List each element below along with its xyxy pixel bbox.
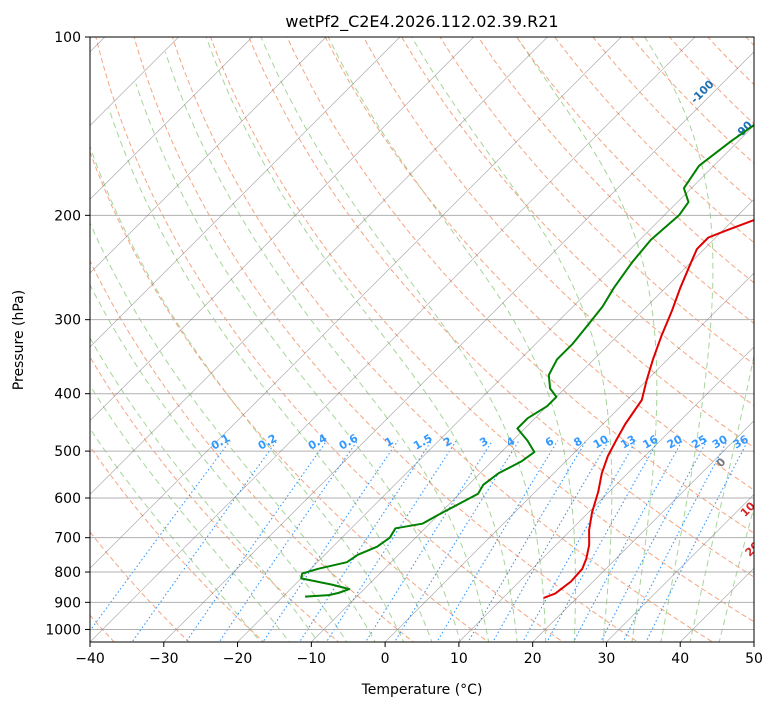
x-tick-label: −30	[149, 651, 179, 667]
mixing-ratio-line	[492, 440, 610, 642]
moist-adiabat-label: 30	[752, 573, 772, 593]
dry-adiabat	[95, 37, 564, 642]
dry-adiabat	[210, 37, 754, 623]
plot-frame	[89, 36, 755, 643]
isotherm-line	[606, 494, 754, 642]
moist-adiabat-label: 20	[743, 539, 763, 559]
isotherm-gridlines	[90, 37, 754, 642]
isotherm-line	[90, 37, 696, 642]
isotherm-line	[90, 37, 622, 569]
mixing-ratio-line	[325, 440, 457, 642]
temperature-profile-line	[543, 218, 754, 599]
axis-ticks: −40 −30 −20 −10 0 10 20 30 40 50 100 200 300 400 500 60…	[45, 30, 763, 667]
moist-adiabat	[327, 37, 576, 642]
chart-title: wetPf2_C2E4.2026.112.02.39.R21	[285, 12, 558, 32]
mixing-ratio-line	[436, 440, 559, 642]
x-tick-label: 0	[381, 651, 390, 667]
y-tick-label: 900	[54, 595, 81, 611]
isotherm-line	[90, 37, 327, 274]
moist-adiabat	[718, 505, 754, 642]
x-tick-label: −40	[75, 651, 105, 667]
y-tick-label: 400	[54, 387, 81, 403]
y-tick-label: 600	[54, 491, 81, 507]
x-tick-label: −10	[297, 651, 327, 667]
mixing-ratio-line	[546, 440, 659, 642]
moist-adiabat	[90, 145, 405, 642]
moist-adiabat	[90, 221, 376, 642]
mixing-ratio-line	[131, 440, 278, 642]
isotherm-line	[532, 420, 754, 642]
x-tick-label: 50	[745, 651, 763, 667]
y-tick-label: 500	[54, 444, 81, 460]
dewpoint-profile-line	[300, 123, 754, 598]
dry-adiabat	[362, 37, 754, 449]
isotherm-line	[90, 37, 474, 422]
isotherm-line	[384, 272, 754, 642]
isotherm-line	[311, 198, 754, 642]
mixing-ratio-line	[645, 440, 749, 642]
mixing-ratio-line	[599, 440, 708, 642]
mixing-ratio-line	[365, 440, 493, 642]
y-tick-label: 800	[54, 565, 81, 581]
dry-adiabat	[477, 37, 754, 324]
moist-adiabat	[164, 51, 490, 642]
isotherm-line	[237, 125, 754, 642]
y-tick-label: 200	[54, 208, 81, 224]
mixing-ratio-line	[298, 440, 433, 642]
x-axis-label: Temperature (°C)	[361, 682, 483, 698]
mixing-ratio-line	[572, 440, 683, 642]
moist-adiabat	[411, 37, 613, 642]
y-tick-label: 100	[54, 30, 81, 46]
dry-adiabat	[248, 37, 754, 578]
x-tick-label: 10	[450, 651, 468, 667]
mixing-ratio-line	[522, 440, 637, 642]
dry-adiabat	[630, 37, 754, 164]
x-tick-label: −20	[223, 651, 253, 667]
y-axis-label: Pressure (hPa)	[11, 290, 27, 390]
isotherm-line	[458, 346, 754, 642]
moist-adiabat	[516, 37, 658, 642]
moist-adiabat	[90, 427, 262, 642]
moist-adiabat	[108, 108, 433, 642]
mixing-ratio-line	[262, 440, 399, 642]
mixing-ratio-line	[90, 440, 231, 632]
dry-adiabat	[90, 531, 190, 642]
moist-adiabat	[260, 37, 547, 642]
dry-adiabat	[133, 37, 639, 642]
dry-adiabat	[401, 37, 754, 407]
isotherm-line	[90, 37, 401, 348]
mixing-ratio-lines	[90, 440, 749, 642]
mixing-ratio-line	[622, 440, 728, 642]
dry-adiabat	[90, 356, 340, 642]
moist-adiabat	[90, 283, 348, 642]
x-tick-label: 30	[598, 651, 616, 667]
dry-adiabat	[286, 37, 754, 534]
series-lines	[300, 123, 754, 599]
isotherm-line	[90, 37, 253, 200]
moist-adiabat	[644, 37, 714, 642]
y-tick-label: 700	[54, 531, 81, 547]
isotherm-line	[90, 37, 548, 495]
dry-adiabat	[90, 259, 415, 642]
moist-adiabat	[135, 83, 461, 642]
x-tick-label: 20	[524, 651, 542, 667]
dry-adiabat	[554, 37, 754, 244]
dry-adiabat	[171, 37, 714, 642]
moist-adiabat	[90, 337, 319, 642]
mixing-ratio-line	[467, 440, 587, 642]
y-tick-label: 1000	[45, 622, 81, 638]
isotherm-line	[163, 51, 754, 642]
x-tick-label: 40	[671, 651, 689, 667]
plot-content: 0.1 0.2 0.4 0.6 1 1.5 2 3 4 6 8 10 13 16 20 25 30 36-100-…	[90, 37, 772, 642]
y-tick-label: 300	[54, 313, 81, 329]
